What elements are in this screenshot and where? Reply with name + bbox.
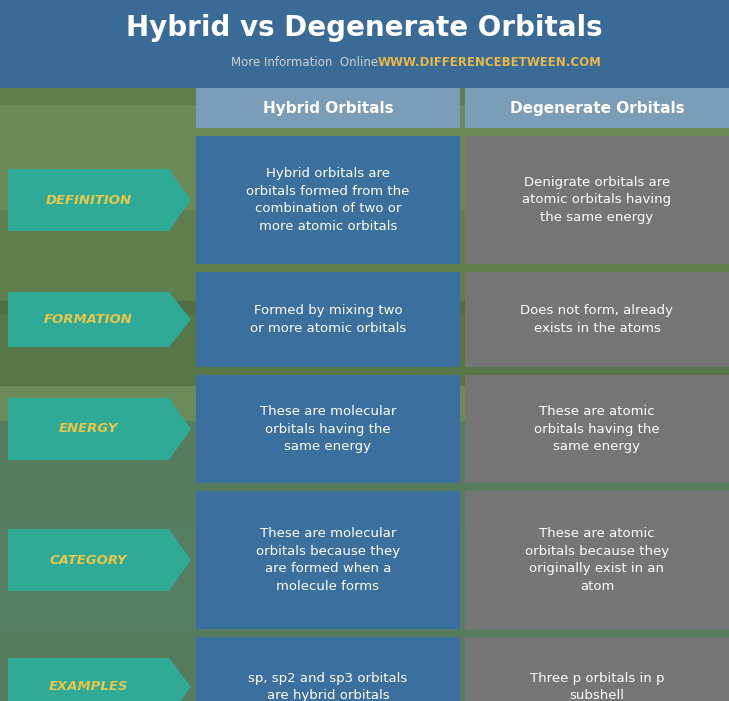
Text: Denigrate orbitals are
atomic orbitals having
the same energy: Denigrate orbitals are atomic orbitals h… (523, 176, 671, 224)
FancyBboxPatch shape (0, 0, 729, 88)
FancyBboxPatch shape (465, 637, 729, 701)
FancyBboxPatch shape (0, 526, 729, 631)
Polygon shape (8, 658, 191, 701)
Text: Degenerate Orbitals: Degenerate Orbitals (510, 100, 685, 116)
FancyBboxPatch shape (0, 301, 729, 386)
Text: Does not form, already
exists in the atoms: Does not form, already exists in the ato… (521, 304, 674, 335)
Text: ENERGY: ENERGY (59, 423, 118, 435)
FancyBboxPatch shape (196, 375, 460, 483)
FancyBboxPatch shape (196, 491, 460, 629)
Text: These are molecular
orbitals having the
same energy: These are molecular orbitals having the … (260, 405, 396, 453)
Text: These are atomic
orbitals having the
same energy: These are atomic orbitals having the sam… (534, 405, 660, 453)
Text: More Information  Online: More Information Online (231, 57, 378, 69)
Polygon shape (8, 398, 191, 460)
Text: These are molecular
orbitals because they
are formed when a
molecule forms: These are molecular orbitals because the… (256, 527, 400, 593)
Text: DEFINITION: DEFINITION (45, 193, 131, 207)
FancyBboxPatch shape (0, 0, 729, 315)
FancyBboxPatch shape (196, 272, 460, 367)
Polygon shape (8, 169, 191, 231)
Text: Formed by mixing two
or more atomic orbitals: Formed by mixing two or more atomic orbi… (250, 304, 406, 335)
Text: EXAMPLES: EXAMPLES (49, 681, 128, 693)
Text: These are atomic
orbitals because they
originally exist in an
atom: These are atomic orbitals because they o… (525, 527, 669, 593)
Text: WWW.DIFFERENCEBETWEEN.COM: WWW.DIFFERENCEBETWEEN.COM (378, 57, 602, 69)
FancyBboxPatch shape (0, 421, 729, 701)
FancyBboxPatch shape (196, 637, 460, 701)
Polygon shape (8, 292, 191, 347)
FancyBboxPatch shape (465, 375, 729, 483)
FancyBboxPatch shape (465, 491, 729, 629)
FancyBboxPatch shape (465, 88, 729, 128)
Text: Hybrid vs Degenerate Orbitals: Hybrid vs Degenerate Orbitals (126, 14, 603, 42)
FancyBboxPatch shape (196, 136, 460, 264)
Text: Hybrid Orbitals: Hybrid Orbitals (262, 100, 394, 116)
FancyBboxPatch shape (0, 105, 729, 210)
Text: sp, sp2 and sp3 orbitals
are hybrid orbitals: sp, sp2 and sp3 orbitals are hybrid orbi… (249, 672, 408, 701)
Text: Hybrid orbitals are
orbitals formed from the
combination of two or
more atomic o: Hybrid orbitals are orbitals formed from… (246, 168, 410, 233)
FancyBboxPatch shape (465, 136, 729, 264)
FancyBboxPatch shape (196, 88, 460, 128)
FancyBboxPatch shape (465, 272, 729, 367)
Polygon shape (8, 529, 191, 591)
Text: CATEGORY: CATEGORY (50, 554, 128, 566)
Text: FORMATION: FORMATION (44, 313, 133, 326)
Text: Three p orbitals in p
subshell: Three p orbitals in p subshell (530, 672, 664, 701)
